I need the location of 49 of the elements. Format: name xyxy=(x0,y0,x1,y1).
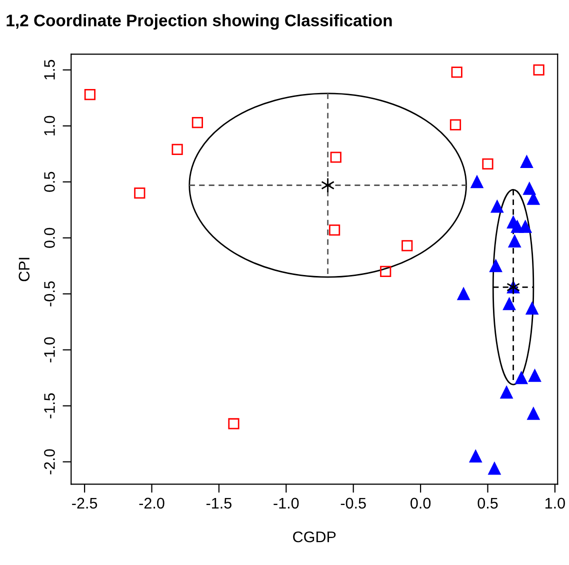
y-tick-label: 0.5 xyxy=(44,172,55,192)
point xyxy=(321,178,335,193)
x-tick-label: -1.0 xyxy=(274,498,299,509)
point xyxy=(526,302,538,315)
y-tick-label: 1.0 xyxy=(44,116,55,136)
chart-title: 1,2 Coordinate Projection showing Classification xyxy=(6,14,392,30)
y-tick-label: -1.5 xyxy=(44,393,55,418)
point xyxy=(134,188,146,199)
point xyxy=(228,418,240,430)
x-tick-label: -2.0 xyxy=(139,498,164,509)
point xyxy=(380,266,392,278)
x-tick-label: -1.5 xyxy=(206,498,232,509)
point xyxy=(192,116,204,128)
point xyxy=(488,462,501,475)
point xyxy=(330,152,342,163)
point xyxy=(520,155,533,168)
point xyxy=(502,298,516,310)
point xyxy=(527,407,540,420)
point xyxy=(519,220,532,233)
point xyxy=(84,88,96,100)
point xyxy=(172,144,183,155)
point xyxy=(328,224,340,236)
point xyxy=(451,66,462,78)
y-tick-label: -0.5 xyxy=(44,281,55,306)
point xyxy=(523,182,536,195)
x-tick-label: -2.5 xyxy=(72,498,98,509)
point xyxy=(470,176,484,188)
x-axis-title: CGDP xyxy=(293,531,336,542)
point xyxy=(490,200,504,213)
point xyxy=(508,234,521,248)
y-tick-label: 0.0 xyxy=(44,228,55,248)
y-tick-label: -1.0 xyxy=(44,337,55,362)
point xyxy=(528,369,542,382)
x-tick-label: 0.0 xyxy=(410,498,431,509)
y-tick-label: 1.5 xyxy=(44,60,55,80)
point xyxy=(450,119,462,130)
point xyxy=(469,450,482,462)
y-tick-label: -2.0 xyxy=(44,449,55,474)
y-axis-title: CPI xyxy=(18,258,30,282)
point xyxy=(500,386,513,399)
point xyxy=(490,260,502,272)
x-tick-label: -0.5 xyxy=(340,498,366,509)
point xyxy=(515,372,528,384)
x-tick-label: 1.0 xyxy=(545,498,565,509)
point xyxy=(457,288,470,300)
point xyxy=(533,64,544,76)
point xyxy=(402,240,413,252)
x-tick-label: 0.5 xyxy=(478,498,498,509)
point xyxy=(482,158,494,170)
